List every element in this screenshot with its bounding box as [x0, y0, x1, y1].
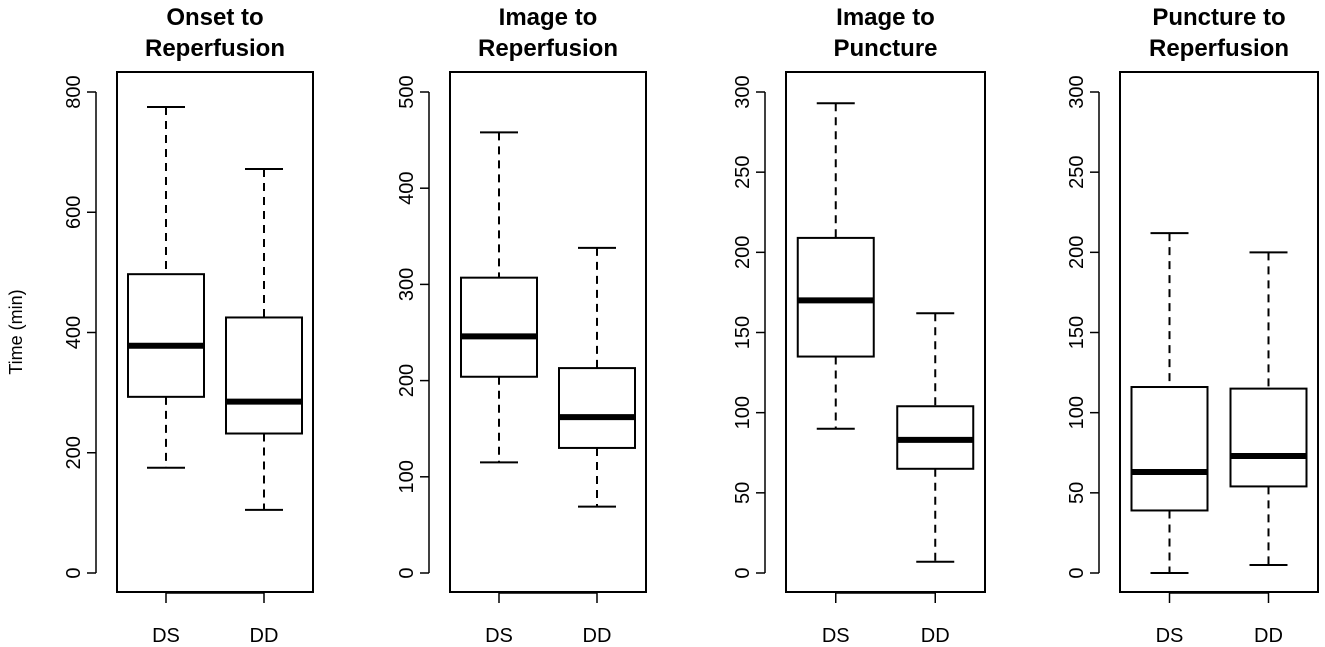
chart-panel-3: Image to Puncture 0 50 100 150 200 250 300 DS DD: [732, 4, 986, 647]
panel-title-line: Reperfusion: [1149, 35, 1289, 62]
y-tick-label: 300: [732, 75, 754, 108]
x-tick-label: DD: [921, 625, 950, 647]
y-tick-label: 50: [1066, 482, 1088, 504]
box-ds: [460, 131, 538, 464]
iqr-box: [558, 367, 636, 449]
panel-title-line: Puncture to: [1152, 4, 1285, 31]
y-tick-label: 200: [732, 236, 754, 269]
y-tick-label: 0: [63, 567, 85, 578]
chart-panel-4: Puncture to Reperfusion 0 50 100 150 200 250 300…: [1066, 4, 1319, 647]
x-tick-label: DD: [583, 625, 612, 647]
y-tick-label: 150: [732, 316, 754, 349]
panel-title-line: Reperfusion: [478, 35, 618, 62]
panel-title-line: Image to: [836, 4, 935, 31]
y-tick-label: 0: [732, 567, 754, 578]
chart-panel-1: Onset to Reperfusion 0 200 400 600 800 DS DD: [63, 4, 314, 647]
box-dd: [1229, 251, 1308, 566]
y-tick-label: 300: [1066, 75, 1088, 108]
iqr-box: [460, 276, 538, 378]
y-tick-label: 100: [396, 460, 418, 493]
y-tick-label: 200: [1066, 236, 1088, 269]
box-dd: [558, 246, 636, 508]
box-ds: [1130, 232, 1209, 574]
panel-title-line: Puncture: [833, 35, 937, 62]
y-tick-label: 250: [732, 155, 754, 188]
iqr-box: [1130, 386, 1209, 512]
y-tick-label: 400: [396, 172, 418, 205]
y-tick-label: 0: [396, 567, 418, 578]
y-tick-label: 50: [732, 482, 754, 504]
iqr-box: [225, 316, 303, 435]
box-dd: [225, 167, 303, 511]
box-ds: [127, 106, 205, 469]
chart-panel-2: Image to Reperfusion 0 100 200 300 400 500 DS DD: [396, 4, 647, 647]
panel-title-line: Onset to: [166, 4, 263, 31]
plot-frame: [1119, 71, 1319, 593]
y-tick-label: 150: [1066, 316, 1088, 349]
plot-frame: [116, 71, 314, 593]
y-tick-label: 500: [396, 75, 418, 108]
x-tick-label: DS: [1156, 625, 1184, 647]
y-tick-label: 100: [1066, 396, 1088, 429]
y-tick-label: 100: [732, 396, 754, 429]
x-tick-label: DS: [822, 625, 850, 647]
y-tick-label: 250: [1066, 155, 1088, 188]
y-tick-label: 600: [63, 196, 85, 229]
box-dd: [896, 312, 975, 563]
x-tick-label: DD: [250, 625, 279, 647]
y-tick-label: 400: [63, 316, 85, 349]
panel-title-line: Image to: [499, 4, 598, 31]
iqr-box: [1229, 387, 1308, 488]
x-tick-label: DS: [152, 625, 180, 647]
iqr-box: [127, 273, 205, 398]
panel-title-line: Reperfusion: [145, 35, 285, 62]
iqr-box: [796, 236, 875, 358]
y-tick-label: 0: [1066, 567, 1088, 578]
y-tick-label: 200: [396, 364, 418, 397]
plot-frame: [449, 71, 647, 593]
x-tick-label: DD: [1254, 625, 1283, 647]
y-tick-label: 300: [396, 268, 418, 301]
box-ds: [796, 102, 875, 430]
y-axis-label: Time (min): [6, 289, 26, 374]
y-tick-label: 800: [63, 75, 85, 108]
plot-frame: [785, 71, 986, 593]
x-tick-label: DS: [485, 625, 513, 647]
y-tick-label: 200: [63, 436, 85, 469]
